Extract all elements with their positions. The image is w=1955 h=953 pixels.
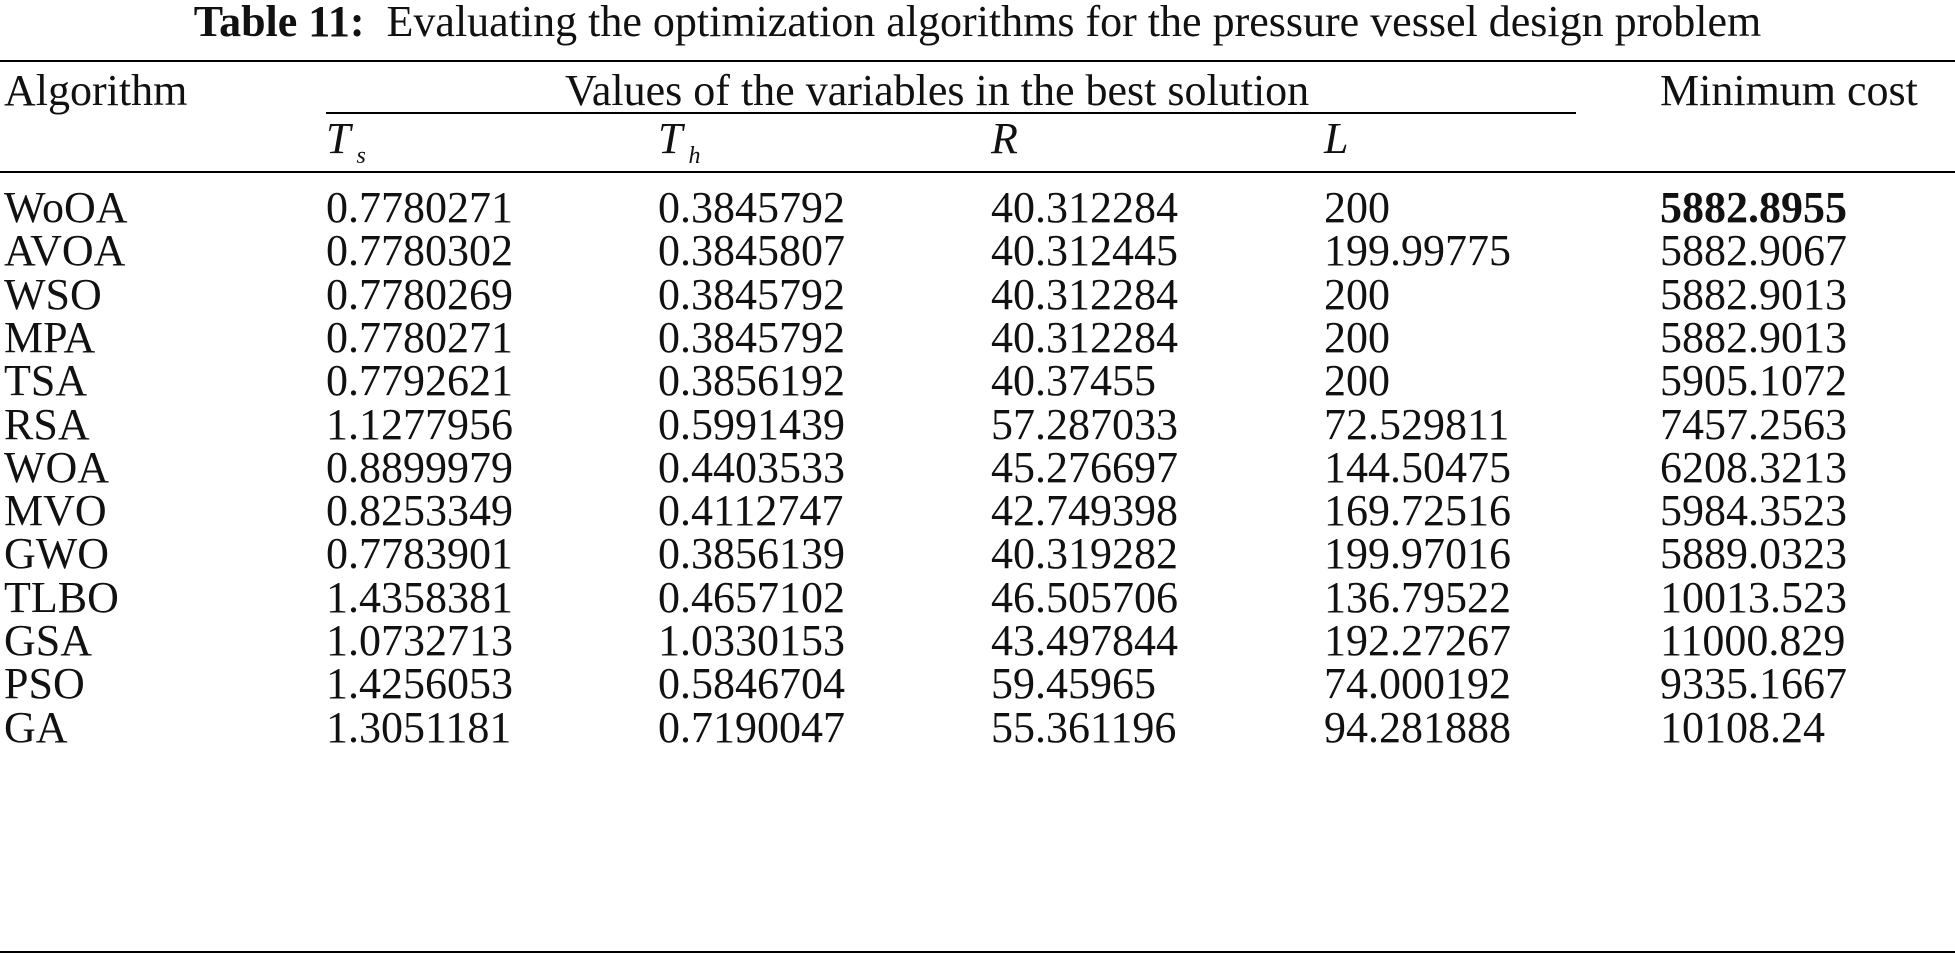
header-var-th-main: T [658,114,683,163]
header-var-ts-main: T [326,114,351,163]
cell-l: 199.97016 [1324,529,1511,579]
cell-ts: 0.7780302 [326,226,513,276]
cell-l: 169.72516 [1324,486,1511,536]
cell-algorithm: AVOA [4,226,126,276]
header-variables-group: Values of the variables in the best solu… [565,66,1310,115]
cell-r: 45.276697 [991,442,1178,492]
header-bottom-rule [0,171,1955,173]
cell-minimum-cost: 5905.1072 [1660,356,1847,406]
header-var-r: R [991,117,1018,161]
cell-minimum-cost: 5882.9067 [1660,226,1847,276]
cell-minimum-cost: 6208.3213 [1660,442,1847,492]
cell-ts: 0.8899979 [326,442,513,492]
cell-algorithm: GSA [4,616,93,665]
cell-r: 40.312284 [991,183,1178,232]
cell-r: 40.319282 [991,529,1178,579]
header-var-ts-sub: s [356,143,366,169]
cell-l: 144.50475 [1324,442,1511,492]
cell-algorithm: WOA [4,442,110,492]
header-minimum-cost: Minimum cost [1660,66,1918,115]
cell-minimum-cost: 5889.0323 [1660,529,1847,579]
cell-l: 136.79522 [1324,572,1511,622]
header-var-r-main: R [991,114,1018,163]
cell-algorithm: GA [4,702,68,752]
cell-l: 200 [1324,312,1390,362]
cell-algorithm: WoOA [4,183,128,232]
cell-r: 42.749398 [991,486,1178,536]
cell-th: 0.3856139 [658,529,845,579]
table-caption: Table 11: Evaluating the optimization al… [0,0,1955,44]
cell-l: 200 [1324,356,1390,406]
cell-r: 40.312284 [991,269,1178,319]
caption-text: Evaluating the optimization algorithms f… [386,0,1762,46]
cell-algorithm: MPA [4,312,96,362]
cell-r: 59.45965 [991,659,1156,709]
cell-r: 43.497844 [991,616,1178,665]
cell-minimum-cost: 5882.9013 [1660,312,1847,362]
cell-th: 1.0330153 [658,616,845,665]
cell-ts: 1.3051181 [326,702,512,752]
cell-ts: 1.0732713 [326,616,513,665]
cell-th: 0.3856192 [658,356,845,406]
cell-r: 46.505706 [991,572,1178,622]
cell-algorithm: TLBO [4,572,119,622]
cell-th: 0.3845792 [658,183,845,232]
group-rule [326,112,1576,114]
cell-r: 40.312284 [991,312,1178,362]
cell-th: 0.3845807 [658,226,845,276]
cell-ts: 1.4358381 [326,572,513,622]
cell-algorithm: RSA [4,399,90,449]
cell-ts: 0.8253349 [326,486,513,536]
cell-minimum-cost: 11000.829 [1660,616,1846,665]
header-var-l: L [1324,117,1348,161]
cell-th: 0.3845792 [658,312,845,362]
cell-algorithm: TSA [4,356,88,406]
cell-algorithm: MVO [4,486,107,536]
cell-r: 40.37455 [991,356,1156,406]
bottom-rule [0,951,1955,953]
cell-l: 200 [1324,269,1390,319]
cell-th: 0.4657102 [658,572,845,622]
cell-minimum-cost: 10013.523 [1660,572,1847,622]
cell-r: 57.287033 [991,399,1178,449]
cell-ts: 0.7792621 [326,356,513,406]
cell-r: 40.312445 [991,226,1178,276]
cell-minimum-cost: 5984.3523 [1660,486,1847,536]
cell-l: 192.27267 [1324,616,1511,665]
cell-ts: 0.7780271 [326,312,513,362]
cell-minimum-cost: 7457.2563 [1660,399,1847,449]
cell-ts: 1.4256053 [326,659,513,709]
cell-algorithm: WSO [4,269,102,319]
cell-minimum-cost: 5882.8955 [1660,183,1847,232]
cell-th: 0.3845792 [658,269,845,319]
header-var-l-main: L [1324,114,1349,163]
cell-algorithm: GWO [4,529,110,579]
header-var-th-sub: h [688,143,701,169]
top-rule [0,60,1955,62]
cell-minimum-cost: 9335.1667 [1660,659,1847,709]
cell-l: 94.281888 [1324,702,1511,752]
caption-label: Table 11: [193,0,365,46]
cell-ts: 0.7783901 [326,529,513,579]
cell-minimum-cost: 10108.24 [1660,702,1825,752]
cell-l: 74.000192 [1324,659,1511,709]
header-algorithm: Algorithm [4,66,188,115]
cell-r: 55.361196 [991,702,1177,752]
cell-th: 0.5991439 [658,399,845,449]
cell-l: 199.99775 [1324,226,1511,276]
cell-ts: 0.7780271 [326,183,513,232]
cell-l: 72.529811 [1324,399,1510,449]
cell-minimum-cost: 5882.9013 [1660,269,1847,319]
cell-ts: 0.7780269 [326,269,513,319]
cell-th: 0.5846704 [658,659,845,709]
cell-l: 200 [1324,183,1390,232]
cell-algorithm: PSO [4,659,85,709]
cell-th: 0.4112747 [658,486,844,536]
cell-ts: 1.1277956 [326,399,513,449]
cell-th: 0.7190047 [658,702,845,752]
cell-th: 0.4403533 [658,442,845,492]
